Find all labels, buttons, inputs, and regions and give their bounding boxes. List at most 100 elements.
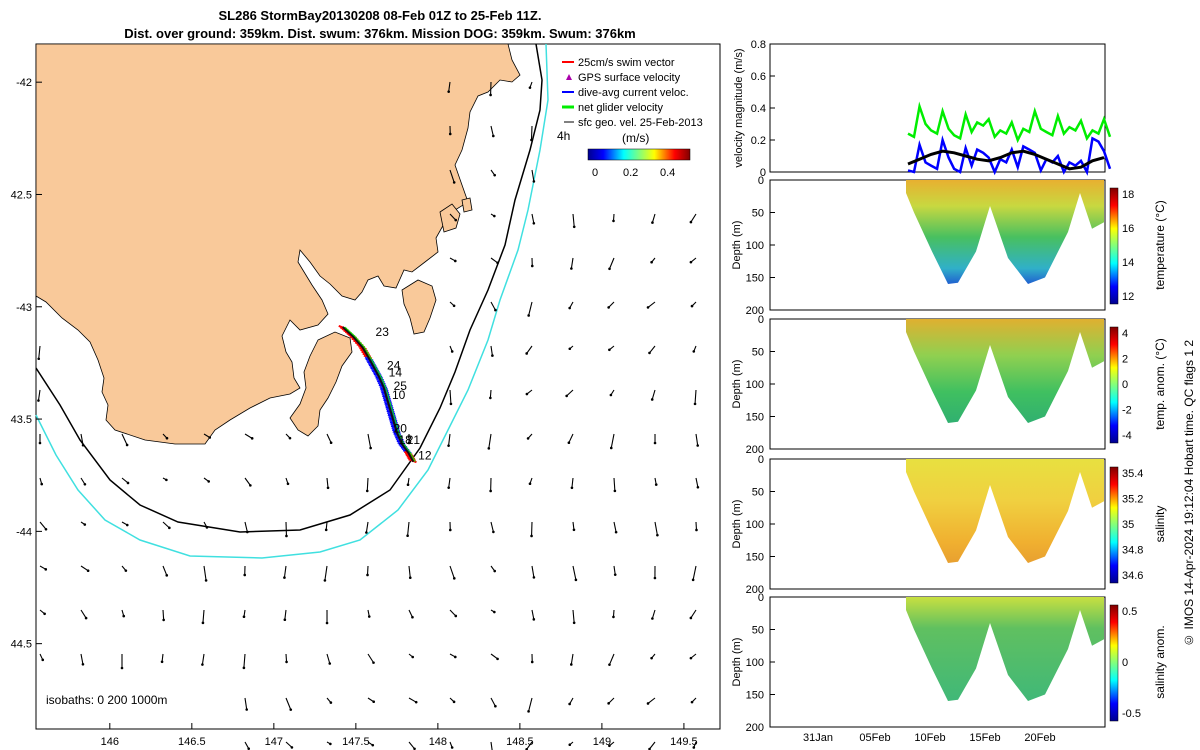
section-colorbar-label: salinity — [1153, 506, 1167, 543]
geo-velocity-arrow — [80, 653, 84, 665]
section-xtick-label: 31Jan — [803, 732, 833, 744]
arrow-head — [83, 523, 87, 526]
arrow-head — [692, 350, 696, 353]
arrow-head — [453, 259, 457, 263]
arrow-head — [612, 615, 615, 619]
geo-velocity-arrow — [531, 565, 535, 578]
arrow-head — [574, 578, 578, 582]
geo-velocity-arrow — [490, 125, 494, 137]
arrow-head — [609, 446, 613, 450]
geo-velocity-arrow — [283, 565, 287, 578]
geo-velocity-arrow — [490, 653, 498, 660]
arrow-head — [283, 618, 287, 622]
geo-velocity-arrow — [324, 565, 328, 581]
geo-velocity-arrow — [244, 477, 251, 486]
arrow-head — [125, 443, 129, 447]
velocity-ytick-label: 0.4 — [751, 103, 766, 115]
geo-velocity-arrow — [651, 609, 656, 619]
section-ytick-label: 150 — [746, 273, 764, 285]
geo-velocity-arrow — [531, 213, 535, 224]
arrow-head — [81, 662, 85, 666]
section-field — [906, 180, 1104, 284]
arrow-head — [613, 573, 617, 576]
geo-velocity-arrow — [608, 653, 615, 665]
section-xtick-label: 20Feb — [1024, 732, 1055, 744]
arrow-head — [245, 708, 249, 711]
geo-velocity-arrow — [571, 477, 574, 488]
geo-velocity-arrow — [285, 697, 292, 710]
land-small-island-2 — [461, 197, 473, 213]
geo-velocity-arrow — [526, 345, 533, 354]
section-ytick-label: 0 — [758, 175, 764, 187]
arrow-head — [609, 393, 613, 397]
colorbar-tick-label: 0.5 — [1122, 606, 1137, 618]
map-ytick-label: -43 — [16, 302, 32, 314]
colorbar-tick-label: 14 — [1122, 257, 1134, 269]
velocity-ytick-label: 0.8 — [751, 39, 766, 51]
arrow-head — [250, 437, 254, 440]
arrow-head — [568, 743, 572, 747]
geo-velocity-arrow — [570, 653, 574, 665]
arrow-head — [650, 656, 653, 660]
velocity-panel: 0 0.2 0.4 0.6 0.8 velocity magnitude (m/s) — [733, 39, 1112, 179]
arrow-head — [162, 618, 165, 622]
arrow-head — [204, 579, 208, 582]
arrow-head — [449, 402, 453, 406]
arrow-head — [454, 614, 458, 618]
geo-velocity-arrow — [244, 697, 248, 710]
map-ytick-label: 44.5 — [11, 639, 32, 651]
arrow-head — [38, 441, 42, 445]
velocity-ytick-label: 0.2 — [751, 135, 766, 147]
geo-velocity-arrow — [692, 565, 697, 580]
arrow-head — [160, 660, 164, 664]
arrow-head — [493, 173, 496, 177]
arrow-head — [288, 436, 292, 440]
arrow-head — [690, 304, 694, 308]
arrow-head — [454, 218, 458, 222]
arrow-head — [448, 528, 452, 532]
arrow-head — [525, 392, 529, 396]
geo-velocity-arrow — [647, 697, 656, 704]
geo-velocity-arrow — [528, 301, 533, 316]
temp-anomaly-section: 0 50 100 150 200 Depth (m) -4 -2 0 2 4 temp. anom. … — [731, 314, 1167, 456]
land-small-island — [439, 203, 461, 233]
geo-velocity-arrow — [613, 477, 616, 491]
geo-velocity-arrow — [408, 697, 417, 703]
geo-velocity-arrow — [489, 389, 492, 398]
legend-scale-4h: 4h — [557, 129, 570, 143]
arrow-head — [286, 482, 290, 486]
colorbar-tick-label: 0 — [1122, 657, 1128, 669]
arrow-head — [453, 655, 457, 659]
section-colorbar — [1109, 466, 1119, 584]
colorbar-tick-label: 12 — [1122, 291, 1134, 303]
net-velocity-path — [344, 326, 416, 462]
arrow-head — [568, 306, 571, 310]
colorbar-tick-label: 18 — [1122, 189, 1134, 201]
geo-velocity-arrow — [80, 609, 87, 619]
day-label: 21 — [407, 433, 421, 447]
arrow-head — [450, 350, 454, 353]
day-label: 14 — [389, 365, 403, 379]
geo-velocity-arrow — [448, 81, 451, 92]
glider-path — [342, 326, 415, 463]
arrow-head — [653, 576, 657, 580]
arrow-head — [489, 93, 492, 97]
arrow-head — [612, 219, 615, 223]
geo-velocity-arrow — [647, 301, 656, 308]
geo-velocity-arrow — [203, 565, 207, 581]
geo-velocity-arrow — [408, 609, 413, 618]
map-ytick-label: -44 — [16, 526, 32, 538]
geo-velocity-arrow — [572, 213, 575, 227]
geo-velocity-arrow — [326, 477, 329, 488]
arrow-head — [568, 347, 572, 351]
arrow-head — [567, 441, 571, 445]
section-colorbar — [1109, 187, 1119, 305]
geo-velocity-arrow — [566, 389, 574, 397]
arrow-head — [568, 702, 571, 706]
day-label: 18 — [399, 433, 413, 447]
map-xtick-label: 148.5 — [506, 736, 534, 748]
map-legend: 25cm/s swim vector GPS surface velocity … — [556, 52, 718, 179]
arrow-head — [492, 134, 495, 138]
geo-velocity-arrow — [572, 565, 577, 580]
geo-velocity-arrow — [695, 477, 699, 488]
